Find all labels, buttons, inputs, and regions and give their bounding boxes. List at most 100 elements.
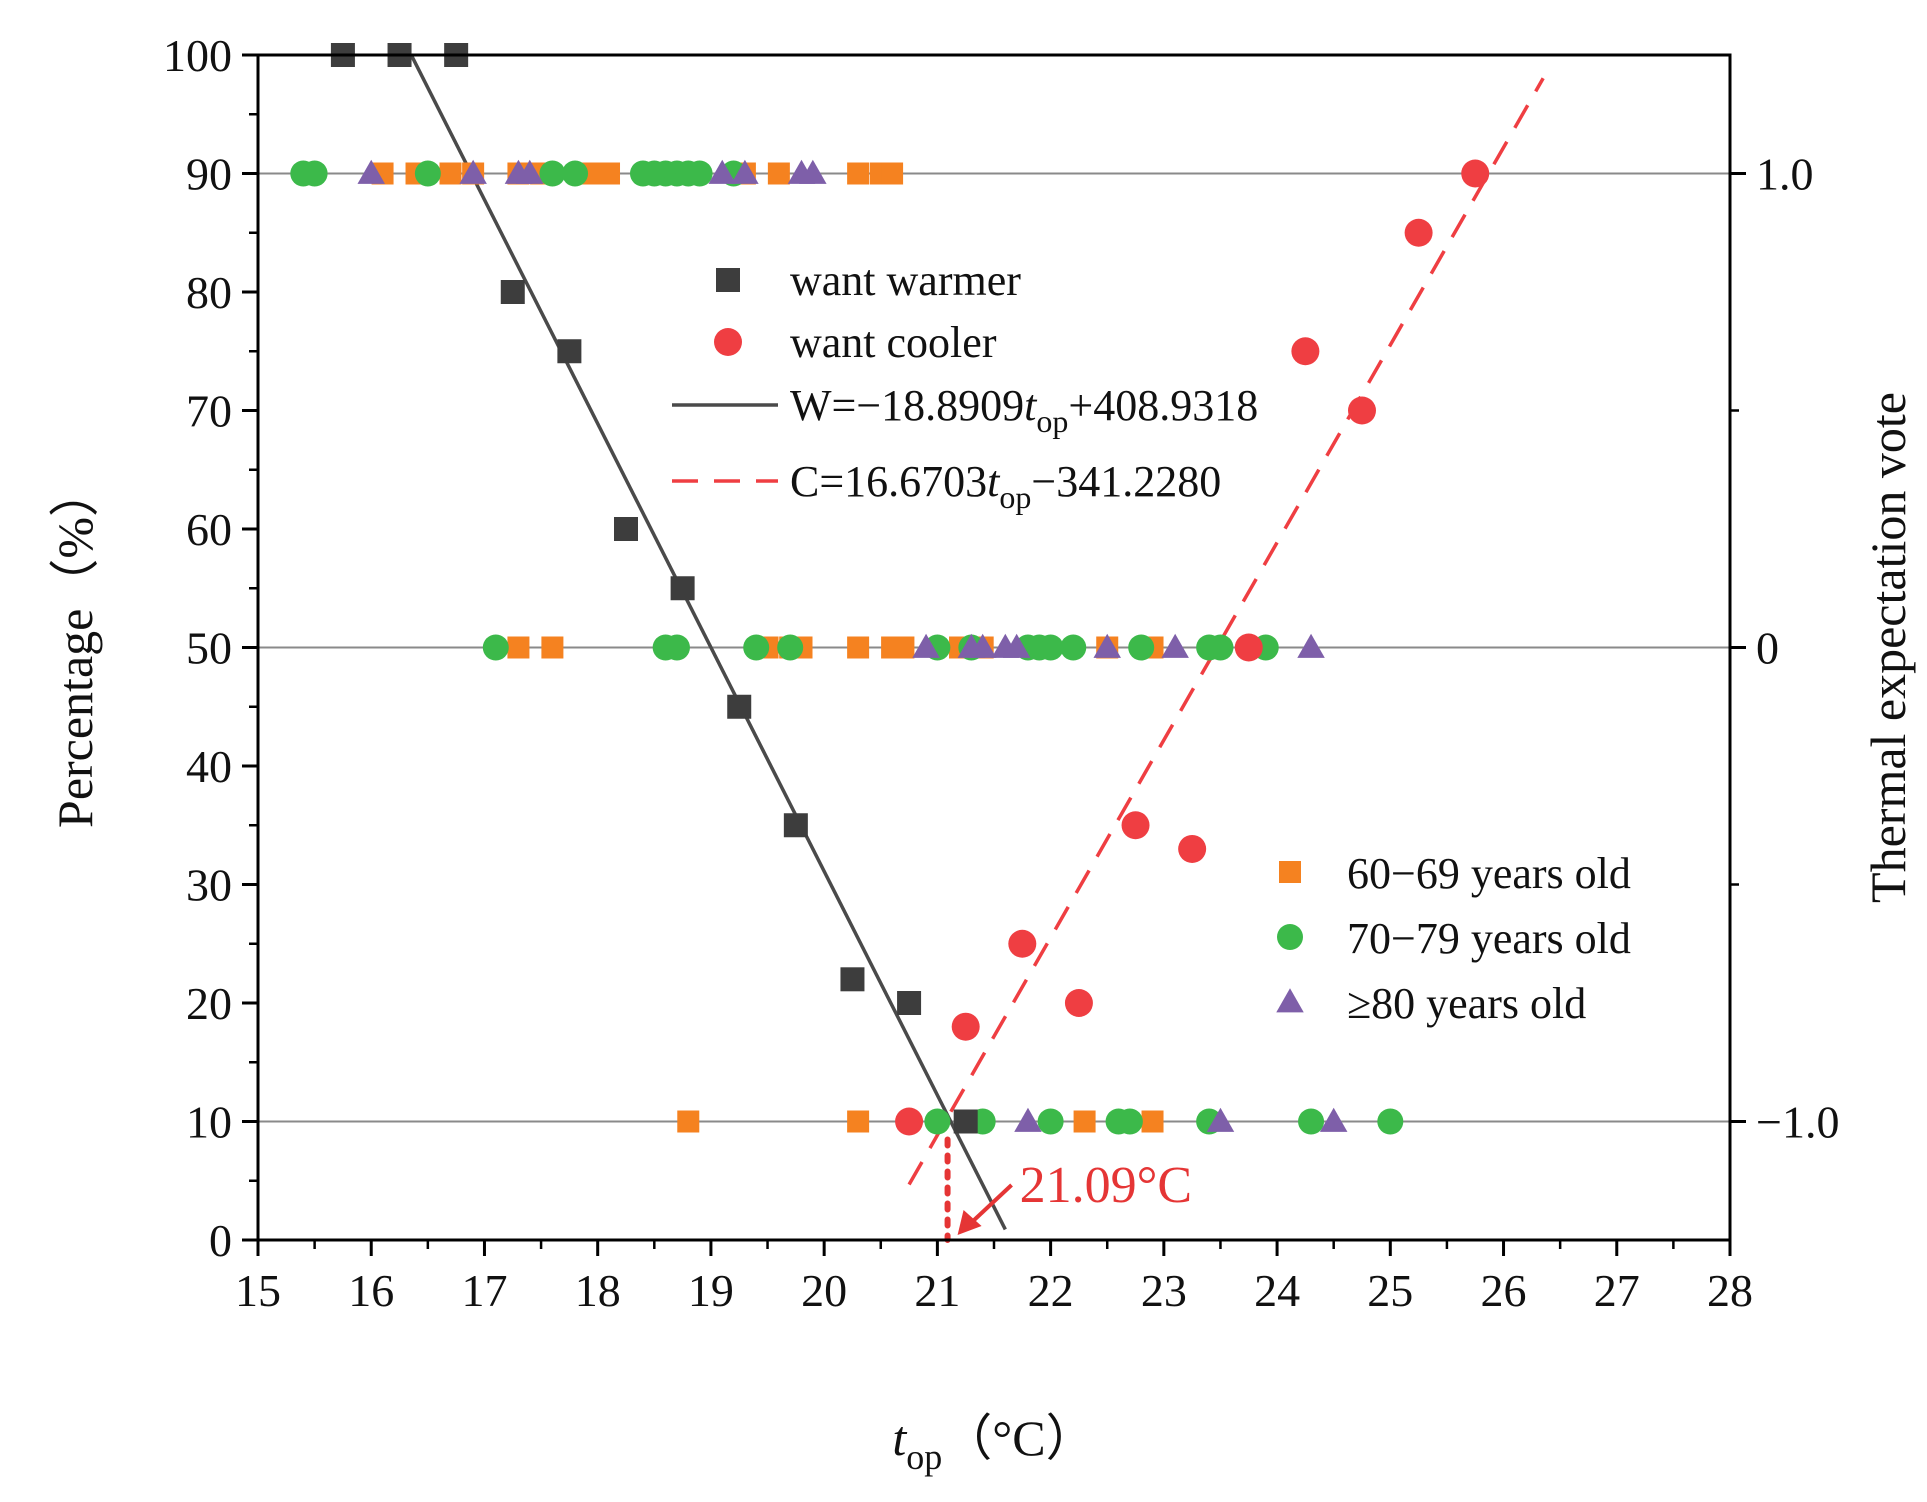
- x-tick-label-27: 27: [1594, 1265, 1640, 1316]
- point-want-cooler-5: [1178, 834, 1207, 863]
- y-tick-label-90: 90: [186, 149, 232, 200]
- legend-marker-age-1: [1277, 924, 1303, 950]
- x-tick-label-28: 28: [1707, 1265, 1753, 1316]
- y-tick-label-100: 100: [163, 30, 232, 81]
- point-want-warmer-7: [727, 694, 752, 719]
- point-want-warmer-6: [670, 576, 695, 601]
- axis-ticks: 15 16 17 18 19 20 21 22 23 24 25 26 27 28 0 10 20 30 40 50 6…: [163, 30, 1839, 1316]
- point-60-69-years-old-12: [847, 162, 870, 185]
- y-tick-label-50: 50: [186, 623, 232, 674]
- y-tick-label-20: 20: [186, 978, 232, 1029]
- point-want-cooler-9: [1404, 218, 1433, 247]
- point--80-years-old-5: [731, 159, 759, 184]
- point-70-79-years-old-16: [777, 634, 804, 661]
- x-axis-var: t: [892, 1410, 907, 1466]
- point-want-cooler-10: [1461, 159, 1490, 188]
- legend-marker-want-cooler: [714, 328, 742, 356]
- point-want-warmer-5: [614, 517, 638, 541]
- point--80-years-old-4: [708, 159, 736, 184]
- y-tick-label-10: 10: [186, 1097, 232, 1148]
- point--80-years-old-1: [459, 159, 487, 184]
- data-points: [290, 43, 1490, 1136]
- point-want-warmer-3: [500, 280, 525, 304]
- point-70-79-years-old-12: [482, 634, 509, 661]
- legend-label-want-cooler: want cooler: [790, 318, 997, 367]
- y-axis-title-right: Thermal expectation vote: [1860, 392, 1916, 903]
- point-want-cooler-2: [1008, 929, 1037, 958]
- point--80-years-old-13: [1093, 633, 1121, 658]
- fit-line-want-warmer: [409, 53, 1007, 1231]
- point-70-79-years-old-27: [924, 1108, 951, 1135]
- point-want-warmer-4: [557, 339, 582, 364]
- point-60-69-years-old-8: [598, 162, 621, 185]
- threshold-arrow-head: [957, 1210, 982, 1235]
- legend-label-fit-cooler: C=16.6703top−341.2280: [790, 457, 1221, 515]
- y-tick-label-30: 30: [186, 860, 232, 911]
- point--80-years-old-17: [1206, 1107, 1235, 1132]
- x-tick-label-19: 19: [688, 1265, 734, 1316]
- x-tick-label-18: 18: [575, 1265, 621, 1316]
- point--80-years-old-16: [1014, 1107, 1042, 1132]
- point-want-cooler-0: [895, 1107, 924, 1136]
- legend-marker-age-0: [1279, 861, 1301, 883]
- point-70-79-years-old-23: [1128, 634, 1155, 661]
- legend-marker-want-warmer: [716, 268, 740, 292]
- right-tick-label-1.0: 1.0: [1756, 149, 1814, 200]
- point--80-years-old-15: [1297, 633, 1325, 658]
- point--80-years-old-7: [799, 159, 827, 184]
- point-60-69-years-old-22: [892, 636, 915, 659]
- point-70-79-years-old-34: [1377, 1108, 1404, 1135]
- legend-label-age-2: ≥80 years old: [1347, 979, 1586, 1028]
- right-tick-label-−1.0: −1.0: [1756, 1097, 1839, 1148]
- x-tick-label-20: 20: [801, 1265, 847, 1316]
- point-70-79-years-old-3: [539, 160, 566, 187]
- legend-label-age-1: 70−79 years old: [1347, 914, 1631, 963]
- legend-label-age-0: 60−69 years old: [1347, 849, 1631, 898]
- point-70-79-years-old-2: [414, 160, 441, 187]
- threshold-label: 21.09°C: [1020, 1157, 1192, 1214]
- point-60-69-years-old-2: [439, 162, 462, 185]
- x-tick-label-22: 22: [1028, 1265, 1074, 1316]
- fit-lines: [409, 53, 1545, 1231]
- point--80-years-old-12: [1002, 633, 1031, 658]
- point-want-cooler-1: [951, 1012, 980, 1041]
- point-want-warmer-10: [897, 991, 922, 1015]
- x-tick-label-15: 15: [235, 1265, 281, 1316]
- point--80-years-old-0: [357, 159, 385, 184]
- x-tick-label-23: 23: [1141, 1265, 1187, 1316]
- point-want-cooler-7: [1291, 337, 1320, 366]
- y-tick-label-0: 0: [209, 1215, 232, 1266]
- x-tick-label-24: 24: [1254, 1265, 1300, 1316]
- point--80-years-old-10: [968, 633, 997, 658]
- point-70-79-years-old-33: [1298, 1108, 1325, 1135]
- right-tick-label-0: 0: [1756, 623, 1779, 674]
- x-tick-label-16: 16: [348, 1265, 394, 1316]
- point-70-79-years-old-21: [1037, 634, 1064, 661]
- x-tick-label-21: 21: [914, 1265, 960, 1316]
- point-60-69-years-old-29: [1073, 1110, 1096, 1133]
- x-tick-label-17: 17: [461, 1265, 507, 1316]
- point-want-cooler-6: [1234, 633, 1263, 662]
- y-tick-label-70: 70: [186, 386, 232, 437]
- fit-line-want-cooler: [907, 77, 1545, 1186]
- point-70-79-years-old-31: [1116, 1108, 1143, 1135]
- x-axis-sub: op: [906, 1437, 942, 1477]
- point-60-69-years-old-16: [541, 636, 564, 659]
- x-tick-label-25: 25: [1367, 1265, 1413, 1316]
- point-70-79-years-old-25: [1207, 634, 1234, 661]
- y-tick-label-80: 80: [186, 267, 232, 318]
- point-60-69-years-old-11: [767, 162, 790, 185]
- point--80-years-old-3: [516, 159, 544, 184]
- point-want-cooler-3: [1064, 989, 1093, 1017]
- point--80-years-old-18: [1319, 1107, 1348, 1132]
- point-70-79-years-old-10: [686, 160, 713, 187]
- point-want-warmer-11: [953, 1109, 978, 1134]
- point--80-years-old-8: [912, 633, 940, 658]
- point-want-cooler-8: [1348, 396, 1376, 425]
- point-70-79-years-old-29: [1037, 1108, 1064, 1135]
- point-70-79-years-old-15: [743, 634, 770, 661]
- y-axis-title-left: Percentage（%）: [47, 467, 103, 828]
- point-60-69-years-old-27: [677, 1110, 700, 1133]
- point--80-years-old-14: [1161, 633, 1189, 658]
